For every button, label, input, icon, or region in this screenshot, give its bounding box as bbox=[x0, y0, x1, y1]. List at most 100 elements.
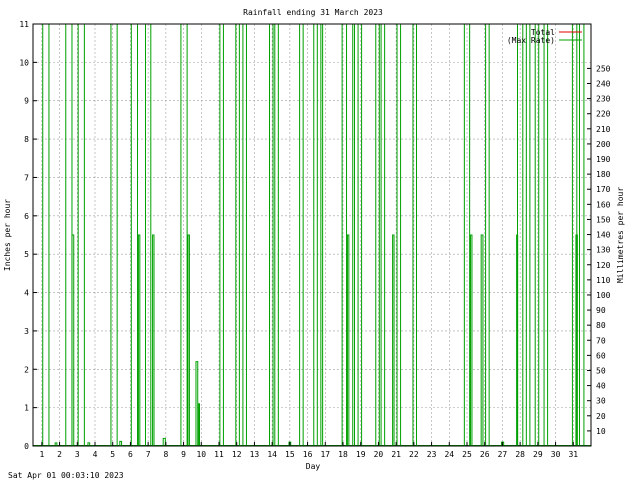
y2-tick-label: 40 bbox=[596, 382, 606, 391]
rate-spike bbox=[575, 234, 578, 446]
rate-spike bbox=[119, 440, 123, 446]
series-max-rate bbox=[33, 23, 591, 446]
y2-tick-label: 80 bbox=[596, 321, 606, 330]
rate-spike bbox=[87, 442, 91, 446]
rate-spike bbox=[235, 23, 240, 446]
rate-spike bbox=[357, 23, 363, 446]
x-tick-label: 14 bbox=[267, 450, 277, 459]
y-tick-label: 10 bbox=[19, 58, 29, 67]
rate-spike bbox=[187, 234, 190, 446]
x-tick-label: 6 bbox=[128, 450, 133, 459]
x-tick-label: 24 bbox=[444, 450, 454, 459]
y2-tick-label: 170 bbox=[596, 185, 611, 194]
rate-spike bbox=[320, 23, 324, 446]
y2-tick-label: 140 bbox=[596, 231, 611, 240]
rate-spike bbox=[346, 234, 350, 446]
rate-spike bbox=[130, 23, 139, 446]
rate-spike bbox=[480, 234, 484, 446]
y-tick-label: 9 bbox=[24, 97, 29, 106]
y2-tick-label: 160 bbox=[596, 200, 611, 209]
y2-tick-label: 150 bbox=[596, 215, 611, 224]
rate-spike bbox=[65, 23, 73, 446]
x-tick-label: 7 bbox=[146, 450, 151, 459]
rate-spike bbox=[352, 23, 356, 446]
x-tick-label: 17 bbox=[320, 450, 330, 459]
y2-tick-label: 200 bbox=[596, 140, 611, 149]
y2-tick-label: 50 bbox=[596, 366, 606, 375]
x-tick-label: 15 bbox=[285, 450, 295, 459]
x-tick-label: 1 bbox=[39, 450, 44, 459]
x-tick-label: 19 bbox=[356, 450, 366, 459]
rate-spike bbox=[219, 23, 224, 446]
y2-tick-label: 100 bbox=[596, 291, 611, 300]
rate-spike bbox=[54, 442, 58, 446]
x-tick-label: 16 bbox=[303, 450, 313, 459]
y2-axis-label: Millimetres per hour bbox=[616, 187, 625, 284]
rate-spike bbox=[144, 23, 152, 446]
x-tick-label: 30 bbox=[551, 450, 561, 459]
y2-tick-label: 190 bbox=[596, 155, 611, 164]
x-tick-label: 29 bbox=[533, 450, 543, 459]
rate-spike bbox=[392, 234, 395, 446]
x-tick-label: 2 bbox=[57, 450, 62, 459]
x-tick-label: 22 bbox=[409, 450, 419, 459]
rate-spike bbox=[299, 23, 304, 446]
y-tick-label: 8 bbox=[24, 135, 29, 144]
rate-spike bbox=[180, 23, 188, 446]
rate-spike bbox=[313, 23, 318, 446]
x-tick-label: 5 bbox=[110, 450, 115, 459]
rate-spike bbox=[516, 23, 524, 446]
y2-tick-label: 70 bbox=[596, 336, 606, 345]
x-tick-label: 31 bbox=[568, 450, 578, 459]
x-axis-label: Day bbox=[306, 462, 321, 471]
rate-spike bbox=[162, 437, 166, 446]
rate-spike bbox=[470, 234, 473, 446]
x-tick-label: 27 bbox=[498, 450, 508, 459]
y-tick-label: 6 bbox=[24, 212, 29, 221]
rate-spike bbox=[195, 361, 199, 446]
x-tick-label: 13 bbox=[250, 450, 260, 459]
axis-ticks: 1 2 3 4 5 6 7 8 9 10 11 12 13 14 15 16 17 18 19 20 21 22 23 24 2… bbox=[19, 20, 610, 459]
y-tick-label: 7 bbox=[24, 173, 29, 182]
rate-spike bbox=[110, 23, 118, 446]
rate-spike bbox=[137, 234, 141, 446]
x-tick-label: 4 bbox=[93, 450, 98, 459]
y2-tick-label: 10 bbox=[596, 427, 606, 436]
x-tick-label: 10 bbox=[196, 450, 206, 459]
y2-tick-label: 240 bbox=[596, 80, 611, 89]
rate-spike bbox=[525, 23, 531, 446]
plot-series bbox=[33, 23, 591, 447]
y-tick-label: 5 bbox=[24, 250, 29, 259]
rate-spike bbox=[463, 23, 471, 446]
y2-tick-label: 220 bbox=[596, 110, 611, 119]
rate-spike bbox=[578, 23, 585, 446]
rate-spike bbox=[485, 23, 490, 446]
x-tick-label: 20 bbox=[374, 450, 384, 459]
x-tick-label: 8 bbox=[163, 450, 168, 459]
y-tick-label: 4 bbox=[24, 289, 29, 298]
y-tick-label: 0 bbox=[24, 442, 29, 451]
y2-tick-label: 250 bbox=[596, 64, 611, 73]
rate-spike bbox=[396, 23, 402, 446]
rate-spike bbox=[380, 23, 386, 446]
y-tick-label: 11 bbox=[19, 20, 29, 29]
legend-label-total: Total bbox=[531, 28, 555, 37]
x-tick-label: 23 bbox=[427, 450, 437, 459]
rate-spike bbox=[152, 234, 155, 446]
x-tick-label: 21 bbox=[391, 450, 401, 459]
rate-spike bbox=[543, 23, 549, 446]
x-tick-label: 12 bbox=[232, 450, 242, 459]
y2-tick-label: 110 bbox=[596, 276, 611, 285]
x-tick-label: 11 bbox=[214, 450, 224, 459]
rate-spike bbox=[534, 23, 540, 446]
rate-spike bbox=[42, 23, 50, 446]
x-tick-label: 3 bbox=[75, 450, 80, 459]
y2-tick-label: 90 bbox=[596, 306, 606, 315]
rate-spike bbox=[341, 23, 348, 446]
legend-label-max-rate: (Max Rate) bbox=[507, 36, 555, 45]
y2-tick-label: 230 bbox=[596, 95, 611, 104]
rate-spike bbox=[268, 23, 274, 446]
x-tick-label: 26 bbox=[480, 450, 490, 459]
x-tick-label: 18 bbox=[338, 450, 348, 459]
